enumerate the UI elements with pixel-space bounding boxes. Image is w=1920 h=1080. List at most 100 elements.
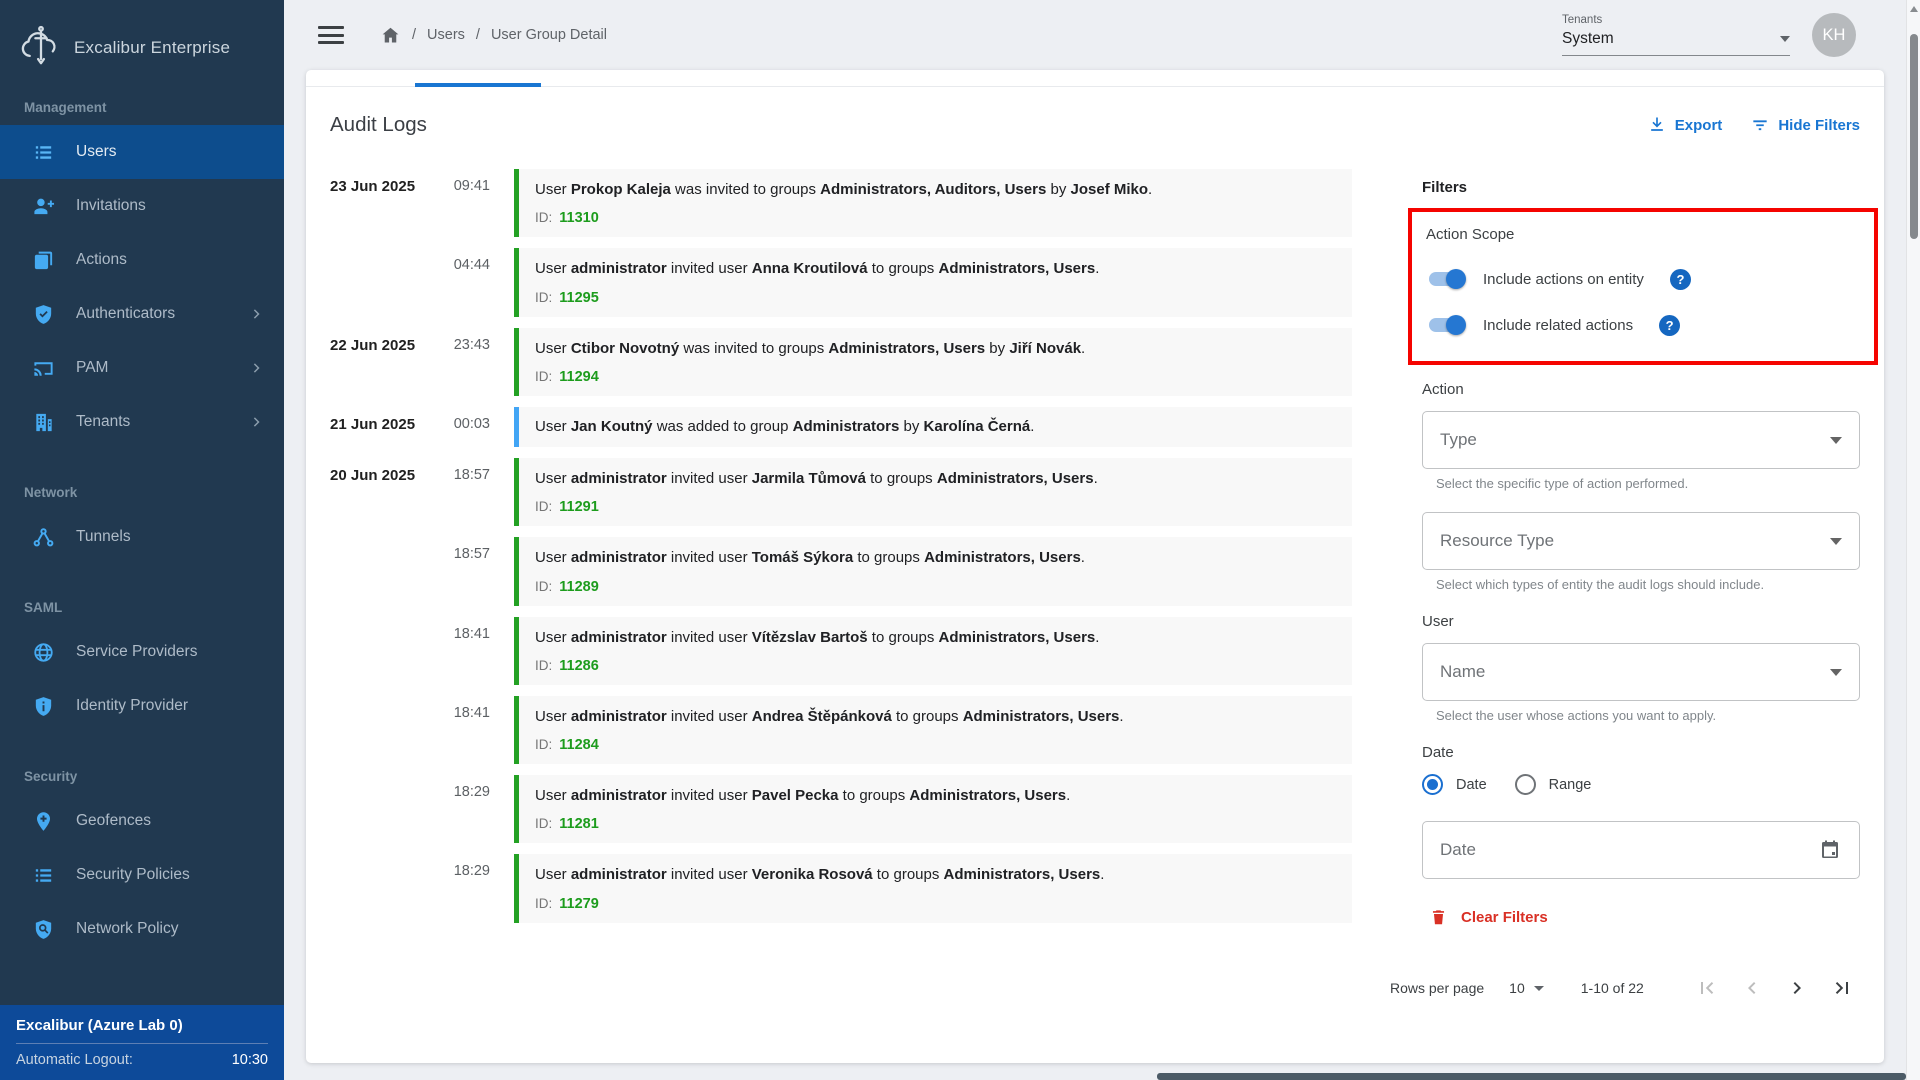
globe-icon <box>34 642 53 662</box>
last-page-button[interactable] <box>1830 976 1854 1000</box>
tenant-select[interactable]: Tenants System <box>1562 14 1790 56</box>
sidebar-item-label: Tunnels <box>76 528 131 545</box>
breadcrumb-separator: / <box>412 27 417 43</box>
calendar-icon[interactable] <box>1818 838 1842 862</box>
log-row: 21 Jun 2025 00:03 User Jan Koutný was adde… <box>330 406 1352 447</box>
radio-range[interactable] <box>1514 774 1536 795</box>
scrollbar-thumb[interactable] <box>1909 34 1918 239</box>
sidebar-item-authenticators[interactable]: Authenticators <box>0 287 284 341</box>
action-type-helper: Select the specific type of action perfo… <box>1436 476 1689 491</box>
action-scope-label: Action Scope <box>1426 226 1515 243</box>
first-page-button[interactable] <box>1695 976 1719 1000</box>
chevron-down-icon <box>1830 668 1842 676</box>
date-input[interactable]: Date <box>1422 821 1860 879</box>
export-button[interactable]: Export <box>1647 115 1722 135</box>
filters-panel: Filters Action Scope Include actions on … <box>1390 157 1878 1000</box>
toggle-switch[interactable] <box>1426 267 1466 291</box>
chevron-right-icon <box>253 417 260 427</box>
log-id: ID: 11279 <box>535 895 599 912</box>
avatar[interactable]: KH <box>1812 13 1856 57</box>
sidebar-item-label: Security Policies <box>76 866 190 883</box>
previous-page-button[interactable] <box>1740 976 1764 1000</box>
sidebar-item-geofences[interactable]: Geofences <box>0 794 284 848</box>
topbar: / Users / User Group Detail Tenants System … <box>284 0 1920 70</box>
chevron-right-icon <box>253 363 260 373</box>
log-date: 20 Jun 2025 <box>330 467 416 484</box>
sidebar-item-security-policies[interactable]: Security Policies <box>0 848 284 902</box>
toggle-label: Include related actions <box>1483 316 1634 334</box>
sidebar-item-actions[interactable]: Actions <box>0 233 284 287</box>
sidebar-item-label: PAM <box>76 359 109 376</box>
sidebar-item-invitations[interactable]: Invitations <box>0 179 284 233</box>
log-row: 18:41 User administrator invited user Vít… <box>330 616 1352 685</box>
next-page-button[interactable] <box>1785 976 1809 1000</box>
sidebar: Excalibur Enterprise Management Users Invi… <box>0 0 284 1080</box>
breadcrumb-item: User Group Detail <box>490 27 607 43</box>
toggle-switch[interactable] <box>1426 313 1466 337</box>
help-icon[interactable]: ? <box>1659 314 1681 336</box>
cast-icon <box>34 361 53 376</box>
download-icon <box>1650 117 1663 131</box>
resource-type-select[interactable]: Resource Type <box>1422 512 1860 570</box>
sidebar-item-identity-provider[interactable]: Identity Provider <box>0 679 284 733</box>
log-message: User administrator invited user Pavel Pe… <box>535 787 1071 804</box>
sidebar-section: Security Geofences Security Policies Networ… <box>0 769 284 956</box>
log-id: ID: 11295 <box>535 289 599 306</box>
rows-per-page-label: Rows per page <box>1390 980 1485 996</box>
active-tab-indicator <box>415 83 541 87</box>
sidebar-section-header: SAML <box>24 600 63 615</box>
sidebar-item-label: Tenants <box>76 413 131 430</box>
sidebar-item-label: Service Providers <box>76 643 198 660</box>
breadcrumb-item[interactable]: Users <box>427 27 465 43</box>
log-entry: User administrator invited user Pavel Pe… <box>514 775 1352 844</box>
log-id: ID: 11289 <box>535 578 599 595</box>
hide-filters-button[interactable]: Hide Filters <box>1750 115 1860 135</box>
horizontal-scrollbar-thumb[interactable] <box>1157 1073 1906 1080</box>
sidebar-item-tunnels[interactable]: Tunnels <box>0 510 284 564</box>
vertical-scrollbar[interactable] <box>1906 0 1920 1080</box>
pagination-range: 1-10 of 22 <box>1580 980 1644 996</box>
sidebar-item-label: Invitations <box>76 197 146 214</box>
radio-date[interactable] <box>1422 774 1443 795</box>
chevron-right-icon <box>253 309 260 319</box>
log-time: 18:57 <box>453 467 490 483</box>
help-icon[interactable]: ? <box>1669 268 1691 290</box>
log-row: 04:44 User administrator invited user Ann… <box>330 248 1352 317</box>
sidebar-section: Management Users Invitations Actions Authent… <box>0 100 284 449</box>
log-id: ID: 11291 <box>535 499 599 516</box>
pagination: Rows per page 10 1-10 of 22 <box>1390 976 1860 1000</box>
breadcrumb: / Users / User Group Detail <box>380 25 607 46</box>
sidebar-item-network-policy[interactable]: Network Policy <box>0 902 284 956</box>
action-type-select[interactable]: Type <box>1422 411 1860 469</box>
log-row: 20 Jun 2025 18:57 User administrator invit… <box>330 458 1352 527</box>
footer-tenant-name: Excalibur (Azure Lab 0) <box>16 1017 183 1034</box>
chevron-down-icon <box>1533 985 1544 991</box>
log-row: 18:41 User administrator invited user And… <box>330 695 1352 764</box>
scroll-up-arrow[interactable] <box>1910 6 1918 12</box>
sidebar-item-users[interactable]: Users <box>0 125 284 179</box>
log-entry: User administrator invited user Andrea Š… <box>514 695 1352 764</box>
user-name-select[interactable]: Name <box>1422 643 1860 701</box>
auto-logout-label: Automatic Logout: <box>16 1052 133 1068</box>
log-time: 00:03 <box>453 415 490 432</box>
log-date <box>330 854 426 922</box>
tenant-select-label: Tenants <box>1562 14 1603 26</box>
sidebar-section: Network Tunnels <box>0 485 284 564</box>
home-icon <box>382 27 399 42</box>
sidebar-item-service-providers[interactable]: Service Providers <box>0 625 284 679</box>
sidebar-item-label: Identity Provider <box>76 697 188 714</box>
shield-check-icon <box>35 304 52 324</box>
menu-toggle-button[interactable] <box>318 22 344 49</box>
excalibur-logo-icon <box>21 25 56 65</box>
log-entry: User administrator invited user Anna Kro… <box>514 248 1352 317</box>
log-message: User administrator invited user Tomáš Sý… <box>535 549 1085 567</box>
sidebar-item-pam[interactable]: PAM <box>0 341 284 395</box>
rows-per-page-select[interactable]: 10 <box>1509 980 1544 996</box>
log-message: User administrator invited user Jarmila … <box>535 470 1098 487</box>
clear-filters-button[interactable]: Clear Filters <box>1429 907 1860 928</box>
radio-label-date: Date <box>1456 776 1487 793</box>
resource-type-helper: Select which types of entity the audit l… <box>1436 577 1765 592</box>
sidebar-section: SAML Service Providers Identity Provider <box>0 600 284 733</box>
sidebar-item-tenants[interactable]: Tenants <box>0 395 284 449</box>
log-date <box>330 248 426 316</box>
